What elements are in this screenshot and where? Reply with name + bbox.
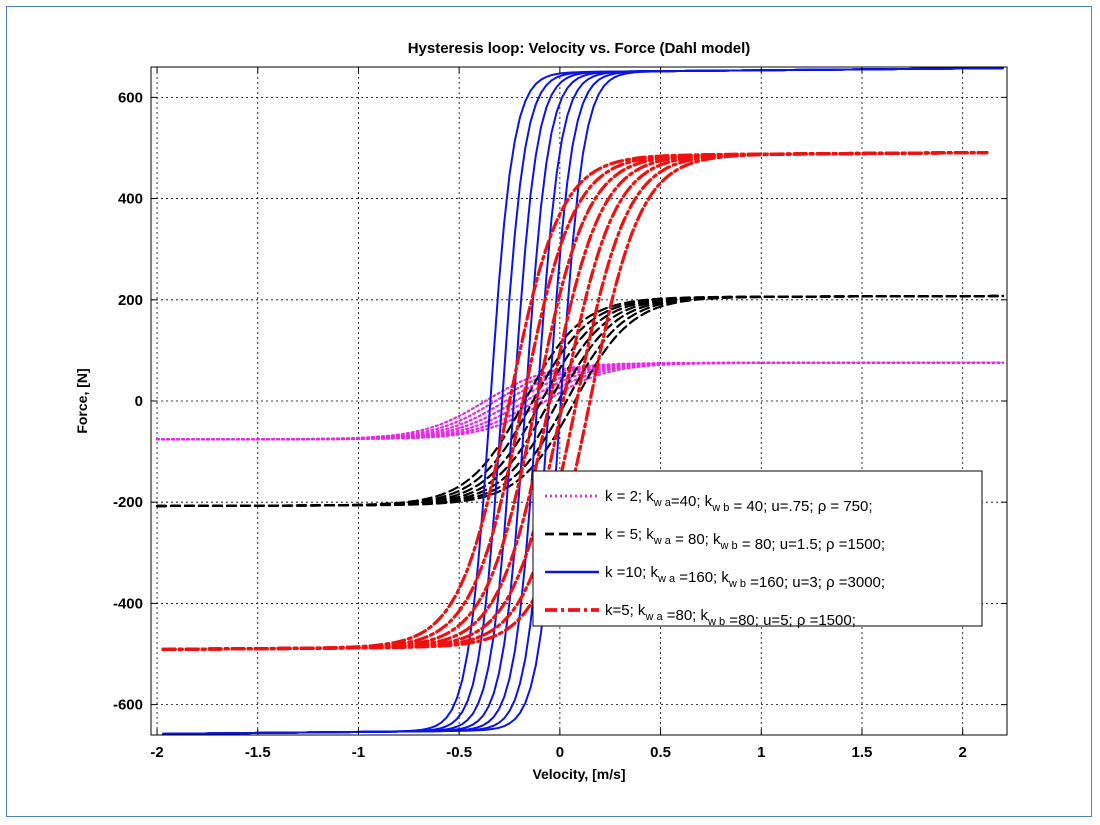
y-tick-label: -200 <box>113 494 143 511</box>
grid <box>151 67 1007 735</box>
x-tick-label: -1 <box>352 744 365 761</box>
series-3 <box>162 67 1004 735</box>
x-tick-label: -1.5 <box>245 744 271 761</box>
series-3-branch <box>162 67 1004 735</box>
x-tick-label: 2 <box>959 744 967 761</box>
legend-label-1: k = 2; kw a=40; kw b = 40; u=.75; ρ = 75… <box>605 488 873 515</box>
x-tick-label: -0.5 <box>446 744 472 761</box>
y-tick-label: -400 <box>113 595 143 612</box>
x-tick-label: 1 <box>757 744 765 761</box>
legend-label-2: k = 5; kw a = 80; kw b = 80; u=1.5; ρ =1… <box>605 526 885 553</box>
legend-label-3: k =10; kw a =160; kw b =160; u=3; ρ =300… <box>605 564 885 591</box>
chart-title: Hysteresis loop: Velocity vs. Force (Dah… <box>408 40 751 57</box>
x-tick-label: 0.5 <box>650 744 671 761</box>
series-layer <box>155 67 1005 735</box>
legend-box <box>532 470 983 627</box>
figure-frame: -2 -1.5 -1 -0.5 0 0.5 1 1.5 2 -600 -400 -200 0 200 400… <box>6 6 1092 817</box>
y-tick-label: 400 <box>118 191 143 208</box>
y-tick-label: -600 <box>113 697 143 714</box>
series-2-branch <box>155 294 1005 508</box>
ticks: -2 -1.5 -1 -0.5 0 0.5 1 1.5 2 -600 -400 -200 0 200 400… <box>113 67 1007 761</box>
x-tick-label: 0 <box>556 744 564 761</box>
y-tick-label: 200 <box>118 292 143 309</box>
hysteresis-chart: -2 -1.5 -1 -0.5 0 0.5 1 1.5 2 -600 -400 -200 0 200 400… <box>74 40 1008 782</box>
x-tick-label: 1.5 <box>852 744 873 761</box>
x-axis-label: Velocity, [m/s] <box>532 766 625 782</box>
y-tick-label: 0 <box>135 393 143 410</box>
legend-label-4: k=5; kw a =80; kw b =80; u=5; ρ =1500; <box>605 602 856 629</box>
x-tick-label: -2 <box>150 744 163 761</box>
legend: k = 2; kw a=40; kw b = 40; u=.75; ρ = 75… <box>532 470 983 629</box>
plot-area-border <box>150 66 1008 736</box>
y-tick-label: 600 <box>118 89 143 106</box>
y-axis-label: Force, [N] <box>74 368 90 433</box>
